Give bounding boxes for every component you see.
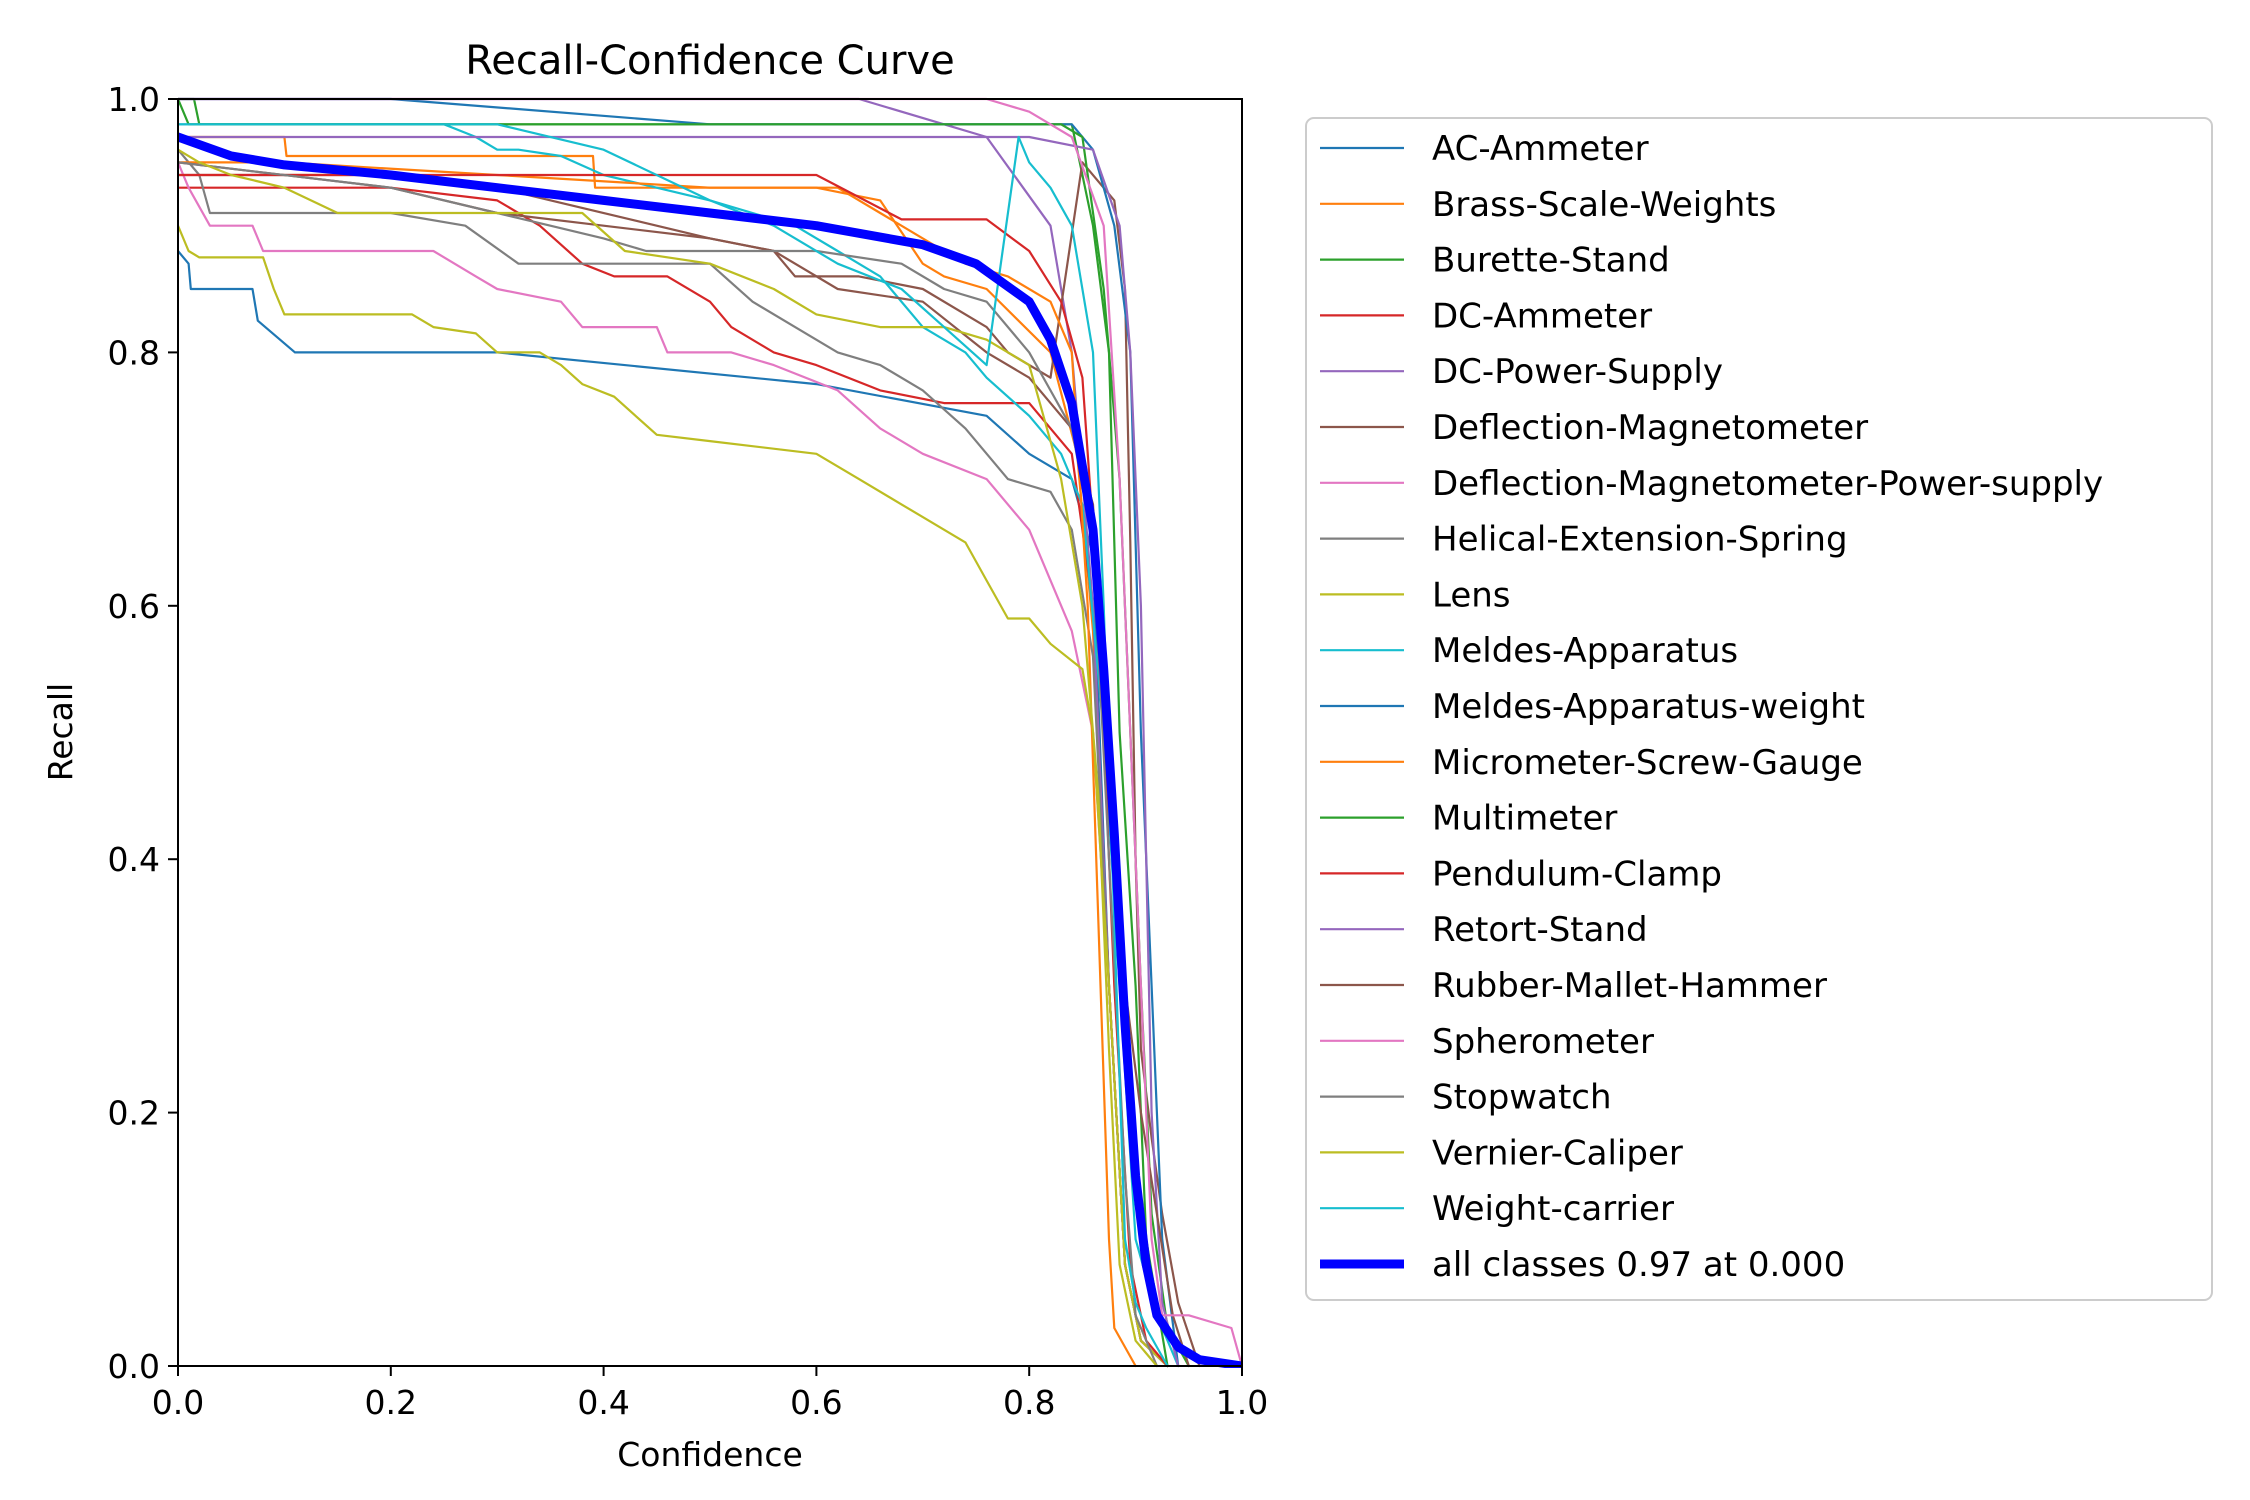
legend-label: Weight-carrier (1432, 1189, 1674, 1229)
series-line-20 (178, 123, 1169, 1368)
legend-label: Stopwatch (1432, 1078, 1612, 1118)
series-line-21 (178, 132, 1242, 1368)
y-axis-label: Recall (41, 683, 80, 781)
legend-label: DC-Power-Supply (1432, 352, 1723, 392)
series-line-1 (178, 249, 1169, 1368)
legend-label: Deflection-Magnetometer (1432, 408, 1868, 448)
series-line-7 (178, 161, 1169, 1368)
series-line-14 (178, 173, 1169, 1368)
series-line-8 (178, 148, 1169, 1368)
legend-label: Meldes-Apparatus (1432, 631, 1738, 671)
legend-label: AC-Ammeter (1432, 129, 1649, 169)
x-tick-label: 0.4 (577, 1383, 629, 1422)
y-axis-ticks: 0.0 0.2 0.4 0.6 0.8 1.0 (108, 80, 178, 1386)
series-line-16 (178, 161, 1190, 1368)
x-axis-ticks: 0.0 0.2 0.4 0.6 0.8 1.0 (152, 1366, 1268, 1422)
legend-label: Multimeter (1432, 799, 1617, 839)
series-line-3 (178, 97, 1169, 1368)
legend-label: Deflection-Magnetometer-Power-supply (1432, 464, 2103, 504)
series-line-18 (178, 161, 1158, 1368)
legend-label: Brass-Scale-Weights (1432, 185, 1776, 225)
series-line-19 (178, 148, 1158, 1368)
series-line-4 (178, 186, 1169, 1368)
legend-label: Vernier-Caliper (1432, 1133, 1683, 1173)
y-tick-label: 0.4 (108, 840, 160, 879)
legend-label: Burette-Stand (1432, 241, 1670, 281)
legend-label: DC-Ammeter (1432, 296, 1652, 336)
series-line-15 (178, 135, 1180, 1368)
series-line-2 (178, 135, 1169, 1368)
series-line-11 (178, 97, 1180, 1368)
x-axis-label: Confidence (617, 1435, 803, 1474)
plot-frame (177, 98, 1243, 1367)
legend-label: all classes 0.97 at 0.000 (1432, 1245, 1845, 1285)
legend-label: Micrometer-Screw-Gauge (1432, 743, 1863, 783)
series-line-6 (178, 161, 1201, 1368)
x-tick-label: 0.8 (1003, 1383, 1055, 1422)
plot-series (178, 97, 1242, 1368)
y-tick-label: 1.0 (108, 80, 160, 119)
legend-label: Rubber-Mallet-Hammer (1432, 966, 1827, 1006)
series-line-9 (178, 224, 1169, 1368)
legend-label: Meldes-Apparatus-weight (1432, 687, 1865, 727)
y-tick-label: 0.2 (108, 1094, 160, 1133)
legend: AC-Ammeter Brass-Scale-Weights Burette-Sta… (1305, 117, 2213, 1301)
y-tick-label: 0.0 (108, 1347, 160, 1386)
legend-label: Retort-Stand (1432, 910, 1648, 950)
x-tick-label: 0.2 (365, 1383, 417, 1422)
x-tick-label: 0.6 (790, 1383, 842, 1422)
legend-label: Lens (1432, 575, 1511, 615)
legend-box (1305, 117, 2213, 1301)
y-tick-label: 0.6 (108, 587, 160, 626)
legend-label: Spherometer (1432, 1022, 1654, 1062)
legend-label: Helical-Extension-Spring (1432, 520, 1848, 560)
chart-title: Recall-Confidence Curve (465, 38, 954, 84)
legend-label: Pendulum-Clamp (1432, 854, 1722, 894)
y-tick-label: 0.8 (108, 333, 160, 372)
x-tick-label: 1.0 (1216, 1383, 1268, 1422)
series-line-10 (178, 123, 1180, 1368)
series-line-13 (178, 97, 1190, 1368)
x-tick-label: 0.0 (152, 1383, 204, 1422)
